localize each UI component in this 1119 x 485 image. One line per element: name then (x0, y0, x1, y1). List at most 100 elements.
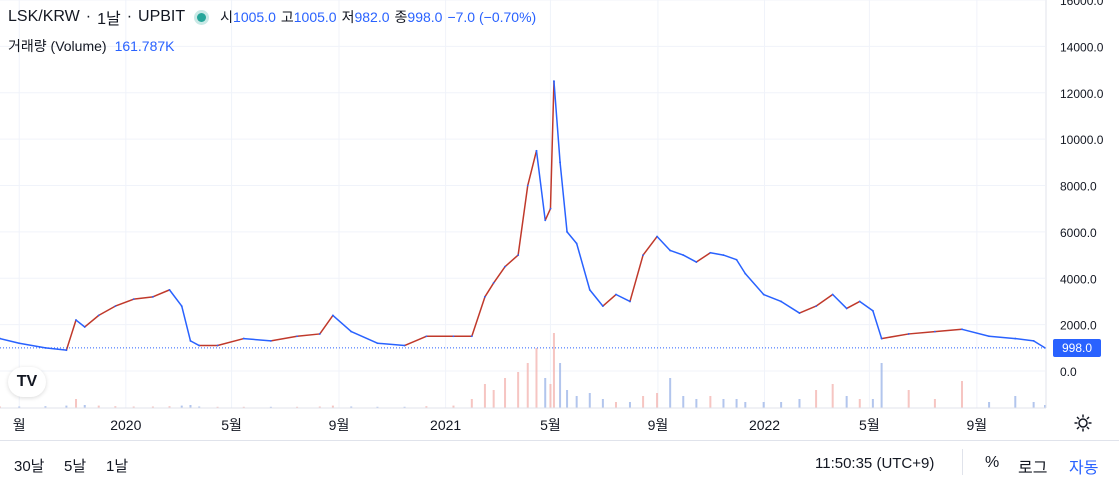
price-segment (132, 296, 154, 300)
volume-bar (588, 393, 591, 408)
price-point (845, 307, 848, 310)
price-segment (114, 298, 135, 307)
price-segment (84, 314, 100, 328)
price-segment (566, 231, 578, 245)
price-point (83, 326, 86, 328)
x-tick-label: 월 (13, 417, 26, 433)
range-5d-button[interactable]: 5날 (64, 458, 87, 475)
market-status-icon (197, 12, 207, 22)
price-axis: 0.0 2000.0 4000.0 6000.0 8000.0 10000.0 12000.… (1045, 0, 1104, 408)
volume-bar (544, 378, 547, 408)
volume-bar (216, 406, 219, 408)
price-point (180, 305, 183, 308)
price-segment (75, 319, 86, 328)
price-segment (296, 333, 321, 338)
x-tick-label: 2022 (749, 417, 780, 433)
volume-bars (0, 333, 1046, 408)
volume-bar (168, 406, 171, 408)
low-label: 저 (341, 9, 355, 25)
price-point (907, 333, 910, 335)
price-segment (189, 340, 200, 347)
price-point (65, 349, 68, 352)
gear-icon[interactable] (1074, 414, 1092, 432)
log-scale-toggle[interactable]: 로그 (1018, 460, 1048, 477)
volume-bar (483, 384, 486, 408)
price-segment (1032, 340, 1046, 349)
volume-bar (988, 402, 991, 408)
high-label: 고 (280, 9, 294, 25)
price-point (575, 242, 578, 245)
exchange-label: UPBIT (138, 8, 186, 25)
range-30d-button[interactable]: 30날 (14, 458, 45, 475)
price-point (629, 300, 631, 303)
y-tick-label: 16000.0 (1060, 0, 1104, 8)
price-segment (907, 330, 936, 335)
volume-bar (535, 348, 538, 408)
volume-bar (552, 333, 555, 408)
price-segment (97, 305, 117, 317)
volume-bar (549, 384, 552, 408)
price-segment (517, 184, 529, 256)
y-tick-label: 2000.0 (1060, 319, 1097, 333)
price-segment (216, 337, 245, 347)
price-segment (350, 330, 379, 344)
price-segment (682, 254, 698, 263)
clock-timezone[interactable]: 11:50:35 (UTC+9) (815, 455, 935, 472)
auto-scale-toggle[interactable]: 자동 (1069, 460, 1099, 477)
volume-bar (296, 406, 299, 408)
volume-bar (198, 406, 201, 408)
tradingview-logo-icon[interactable]: TV (8, 367, 46, 397)
volume-bar (642, 396, 645, 408)
volume-bar (492, 390, 495, 408)
price-point (168, 288, 171, 291)
price-point (331, 314, 334, 317)
y-tick-label: 0.0 (1060, 365, 1077, 379)
price-segment (526, 149, 538, 187)
price-segment (859, 300, 874, 312)
volume-bar (0, 406, 1, 408)
volume-bar (815, 390, 818, 408)
price-segment (602, 293, 617, 307)
volume-bar (18, 406, 21, 408)
price-point (97, 314, 100, 317)
volume-bar (831, 384, 834, 408)
last-price-badge: 998.0 (1053, 338, 1101, 357)
x-tick-label: 5월 (221, 417, 242, 433)
x-tick-label: 9월 (648, 417, 669, 433)
price-point (452, 335, 455, 338)
volume-bar (762, 402, 765, 408)
price-point (114, 305, 117, 308)
price-point (601, 305, 604, 308)
y-tick-label: 14000.0 (1060, 40, 1104, 54)
y-tick-label: 12000.0 (1060, 87, 1104, 101)
volume-bar (722, 399, 725, 408)
price-segment (961, 328, 990, 338)
price-point (553, 80, 555, 83)
price-point (75, 319, 77, 321)
price-segment (152, 289, 171, 298)
price-segment (642, 235, 658, 256)
volume-bar (44, 406, 47, 408)
range-1d-button[interactable]: 1날 (106, 458, 129, 475)
volume-bar (132, 406, 135, 408)
price-series (0, 80, 1046, 352)
price-segment (270, 335, 298, 342)
price-point (350, 330, 353, 333)
price-segment (243, 337, 272, 342)
x-tick-label: 2020 (110, 417, 141, 433)
price-point (709, 251, 712, 254)
volume-bar (331, 405, 334, 408)
price-chart[interactable]: 0.0 2000.0 4000.0 6000.0 8000.0 10000.0 12000.… (0, 0, 1119, 440)
volume-bar (559, 363, 562, 408)
symbol-name[interactable]: LSK/KRW (8, 8, 80, 25)
volume-bar (97, 405, 100, 408)
percent-scale-toggle[interactable]: % (985, 454, 1000, 471)
price-point (858, 300, 861, 303)
volume-bar (470, 399, 473, 408)
interval-label[interactable]: 1날 (97, 11, 121, 28)
price-segment (332, 314, 352, 333)
price-point (988, 335, 990, 338)
volume-legend: 거래량 (Volume) 161.787K (8, 36, 175, 56)
price-point (615, 293, 617, 296)
price-point (269, 339, 272, 342)
